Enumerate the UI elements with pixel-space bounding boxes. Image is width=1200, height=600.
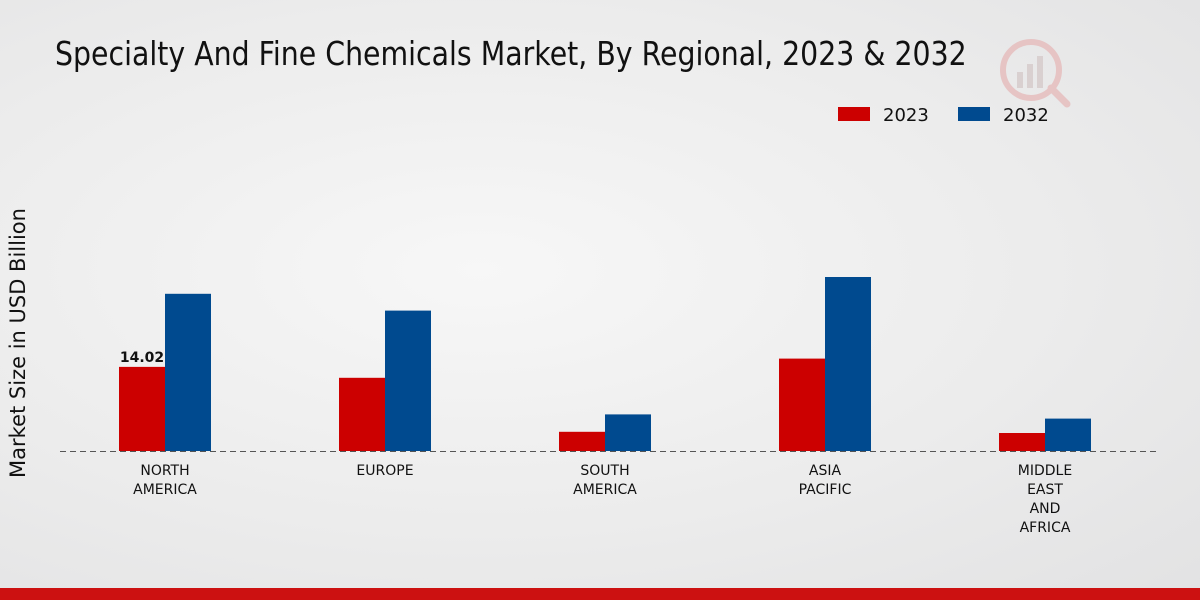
x-tick-labels: NORTH AMERICA EUROPE SOUTH AMERICA ASIA PACIFI…	[133, 463, 1072, 536]
bar-2032-2	[605, 414, 651, 451]
legend-swatch-2023	[838, 107, 870, 121]
footer-bar	[0, 588, 1200, 600]
bar-2023-3	[779, 358, 825, 451]
bar-2023-2	[559, 431, 605, 451]
bar-2032-3	[825, 277, 871, 451]
legend-swatch-2032	[958, 107, 990, 121]
x-tick-label-2: SOUTH AMERICA	[573, 463, 637, 498]
chart-title: Specialty And Fine Chemicals Market, By …	[55, 34, 967, 73]
data-labels: 14.02	[120, 350, 164, 366]
x-tick-label-1: EUROPE	[356, 463, 413, 479]
bar-2032-0	[165, 293, 211, 451]
bar-2032-4	[1045, 418, 1091, 451]
y-axis-label: Market Size in USD Billion	[6, 208, 30, 478]
bar-2023-4	[999, 433, 1045, 451]
bars-group	[119, 277, 1091, 451]
brand-logo-icon	[1000, 39, 1071, 108]
legend: 2023 2032	[838, 105, 1049, 126]
bar-2032-1	[385, 310, 431, 451]
data-label-0: 14.02	[120, 350, 164, 366]
bar-2023-0	[119, 366, 165, 451]
x-tick-label-3: ASIA PACIFIC	[799, 463, 852, 498]
legend-label-2032: 2032	[1003, 105, 1049, 126]
legend-label-2023: 2023	[883, 105, 929, 126]
x-tick-label-4: MIDDLE EAST AND AFRICA	[1018, 463, 1072, 536]
bar-2023-1	[339, 377, 385, 451]
x-tick-label-0: NORTH AMERICA	[133, 463, 197, 498]
